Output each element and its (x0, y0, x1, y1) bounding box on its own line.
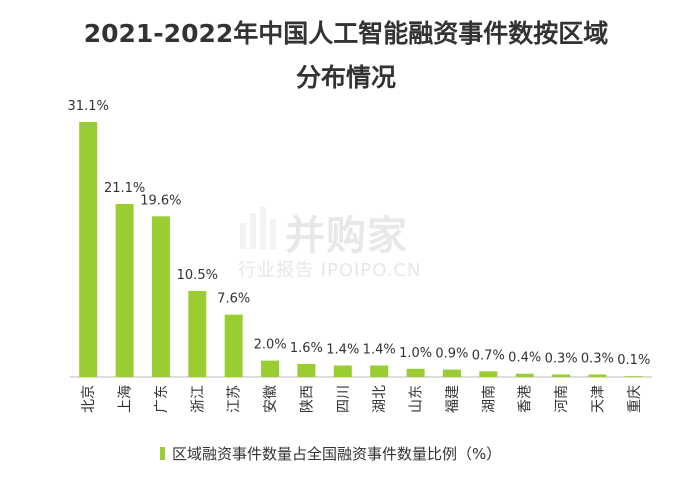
category-label: 江苏 (227, 385, 243, 413)
bar (515, 373, 534, 377)
data-label: 1.4% (363, 343, 396, 358)
chart-title-line-2: 分布情况 (295, 63, 396, 92)
legend-swatch (160, 446, 165, 460)
data-label: 7.6% (217, 292, 250, 307)
category-label: 上海 (118, 385, 134, 413)
category-label: 重庆 (627, 385, 643, 413)
watermark-subtext: 行业报告 IPOIPO.CN (238, 260, 422, 281)
category-label: 安徽 (263, 385, 279, 413)
data-label: 0.3% (545, 352, 578, 367)
category-label: 河南 (554, 385, 570, 413)
bar (624, 376, 643, 377)
category-label: 湖北 (372, 385, 388, 413)
bar (333, 365, 352, 377)
data-label: 2.0% (254, 338, 287, 353)
legend-label: 区域融资事件数量占全国融资事件数量比例（%） (172, 444, 502, 463)
category-label: 湖南 (481, 385, 497, 413)
bar (188, 290, 207, 377)
category-label: 香港 (518, 385, 534, 413)
data-label: 0.4% (508, 351, 541, 366)
bar (370, 365, 389, 377)
bar-chart: 31.1% 北京 21.1% 上海 19.6% 广东 10.5% 浙江 7.6% 江苏 2.0% 安徽… (68, 99, 652, 413)
data-label: 1.4% (326, 343, 359, 358)
data-label: 21.1% (104, 181, 145, 196)
data-label: 1.0% (399, 346, 432, 361)
chart-legend: 区域融资事件数量占全国融资事件数量比例（%） (160, 443, 501, 463)
data-label: 0.7% (472, 348, 505, 363)
category-label: 北京 (81, 385, 97, 413)
bar (151, 216, 170, 377)
bar (588, 374, 607, 377)
bar (479, 371, 498, 377)
bar (224, 314, 243, 377)
category-label: 福建 (445, 385, 461, 413)
data-label: 0.3% (581, 352, 614, 367)
data-label: 0.9% (435, 347, 468, 362)
bar (115, 204, 134, 377)
data-label: 19.6% (140, 193, 181, 208)
bar (261, 360, 280, 377)
data-label: 31.1% (68, 99, 109, 114)
data-label: 0.1% (617, 353, 650, 368)
watermark-logo-icon (238, 205, 282, 255)
bar (552, 374, 571, 377)
category-label: 四川 (336, 385, 352, 413)
category-label: 山东 (409, 385, 425, 413)
chart-title-line-1: 2021-2022年中国人工智能融资事件数按区域 (83, 19, 609, 48)
data-label: 1.6% (290, 341, 323, 356)
category-label: 广东 (154, 385, 170, 413)
bar (442, 369, 461, 377)
category-label: 陕西 (299, 385, 315, 413)
bar (297, 363, 316, 377)
bar (406, 368, 425, 377)
category-label: 天津 (590, 385, 606, 413)
data-label: 10.5% (177, 268, 218, 283)
category-label: 浙江 (190, 385, 206, 413)
watermark-text: 并购家 (285, 213, 408, 259)
bar (79, 122, 98, 377)
